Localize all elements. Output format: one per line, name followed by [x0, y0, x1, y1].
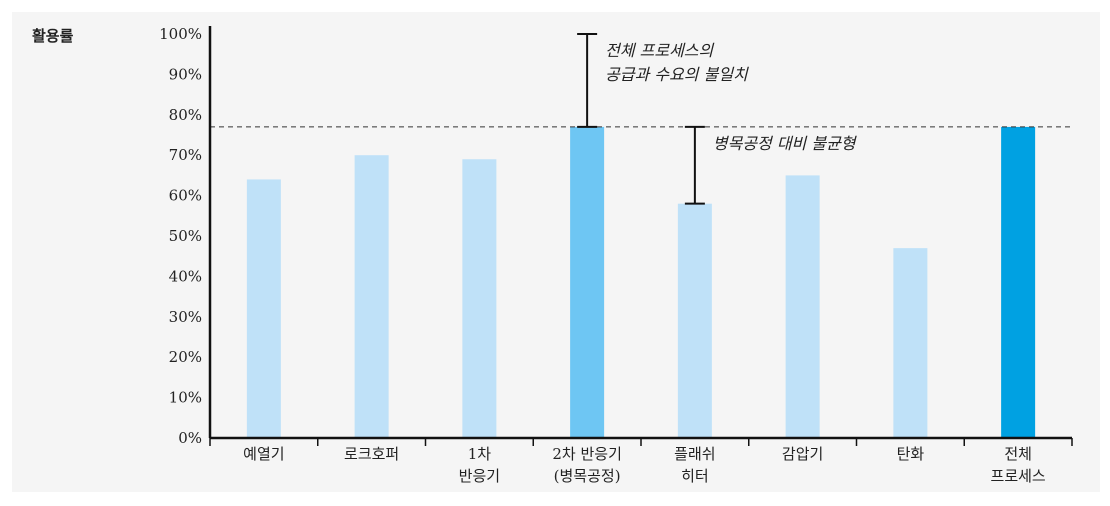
y-tick-label: 40%	[169, 267, 202, 285]
bar	[1001, 126, 1036, 439]
y-tick-label: 100%	[159, 25, 202, 43]
x-category-label: 2차 반응기	[552, 445, 622, 463]
x-category-label: 탄화	[897, 445, 925, 463]
y-tick-label: 80%	[169, 106, 202, 124]
bar	[246, 179, 281, 438]
x-category-label: 1차	[468, 445, 492, 463]
y-tick-label: 0%	[178, 429, 202, 447]
x-category-label: 감압기	[782, 445, 823, 463]
y-tick-label: 30%	[169, 308, 202, 326]
bar	[354, 155, 389, 438]
y-axis-label: 활용률	[32, 27, 74, 45]
annotation-text: 공급과 수요의 불일치	[605, 65, 749, 84]
y-tick-label: 90%	[169, 65, 202, 83]
x-category-label: 히터	[681, 467, 709, 485]
y-tick-label: 60%	[169, 187, 202, 205]
x-category-label: 프로세스	[991, 467, 1046, 485]
bar	[893, 248, 928, 438]
y-tick-label: 20%	[169, 348, 202, 366]
y-tick-label: 10%	[169, 389, 202, 407]
bar	[570, 126, 605, 439]
annotation-text: 병목공정 대비 불균형	[713, 134, 858, 153]
bar	[785, 175, 820, 438]
x-category-label: (병목공정)	[554, 467, 621, 485]
bar	[462, 159, 497, 439]
x-category-label: 전체	[1004, 445, 1032, 463]
y-tick-label: 50%	[169, 227, 202, 245]
annotation-text: 전체 프로세스의	[605, 41, 714, 60]
bar	[677, 203, 712, 438]
x-category-label: 플래쉬	[674, 445, 715, 463]
y-tick-label: 70%	[169, 146, 202, 164]
x-category-label: 로크호퍼	[344, 445, 399, 463]
x-category-label: 반응기	[459, 467, 500, 485]
x-category-label: 예열기	[243, 445, 284, 463]
